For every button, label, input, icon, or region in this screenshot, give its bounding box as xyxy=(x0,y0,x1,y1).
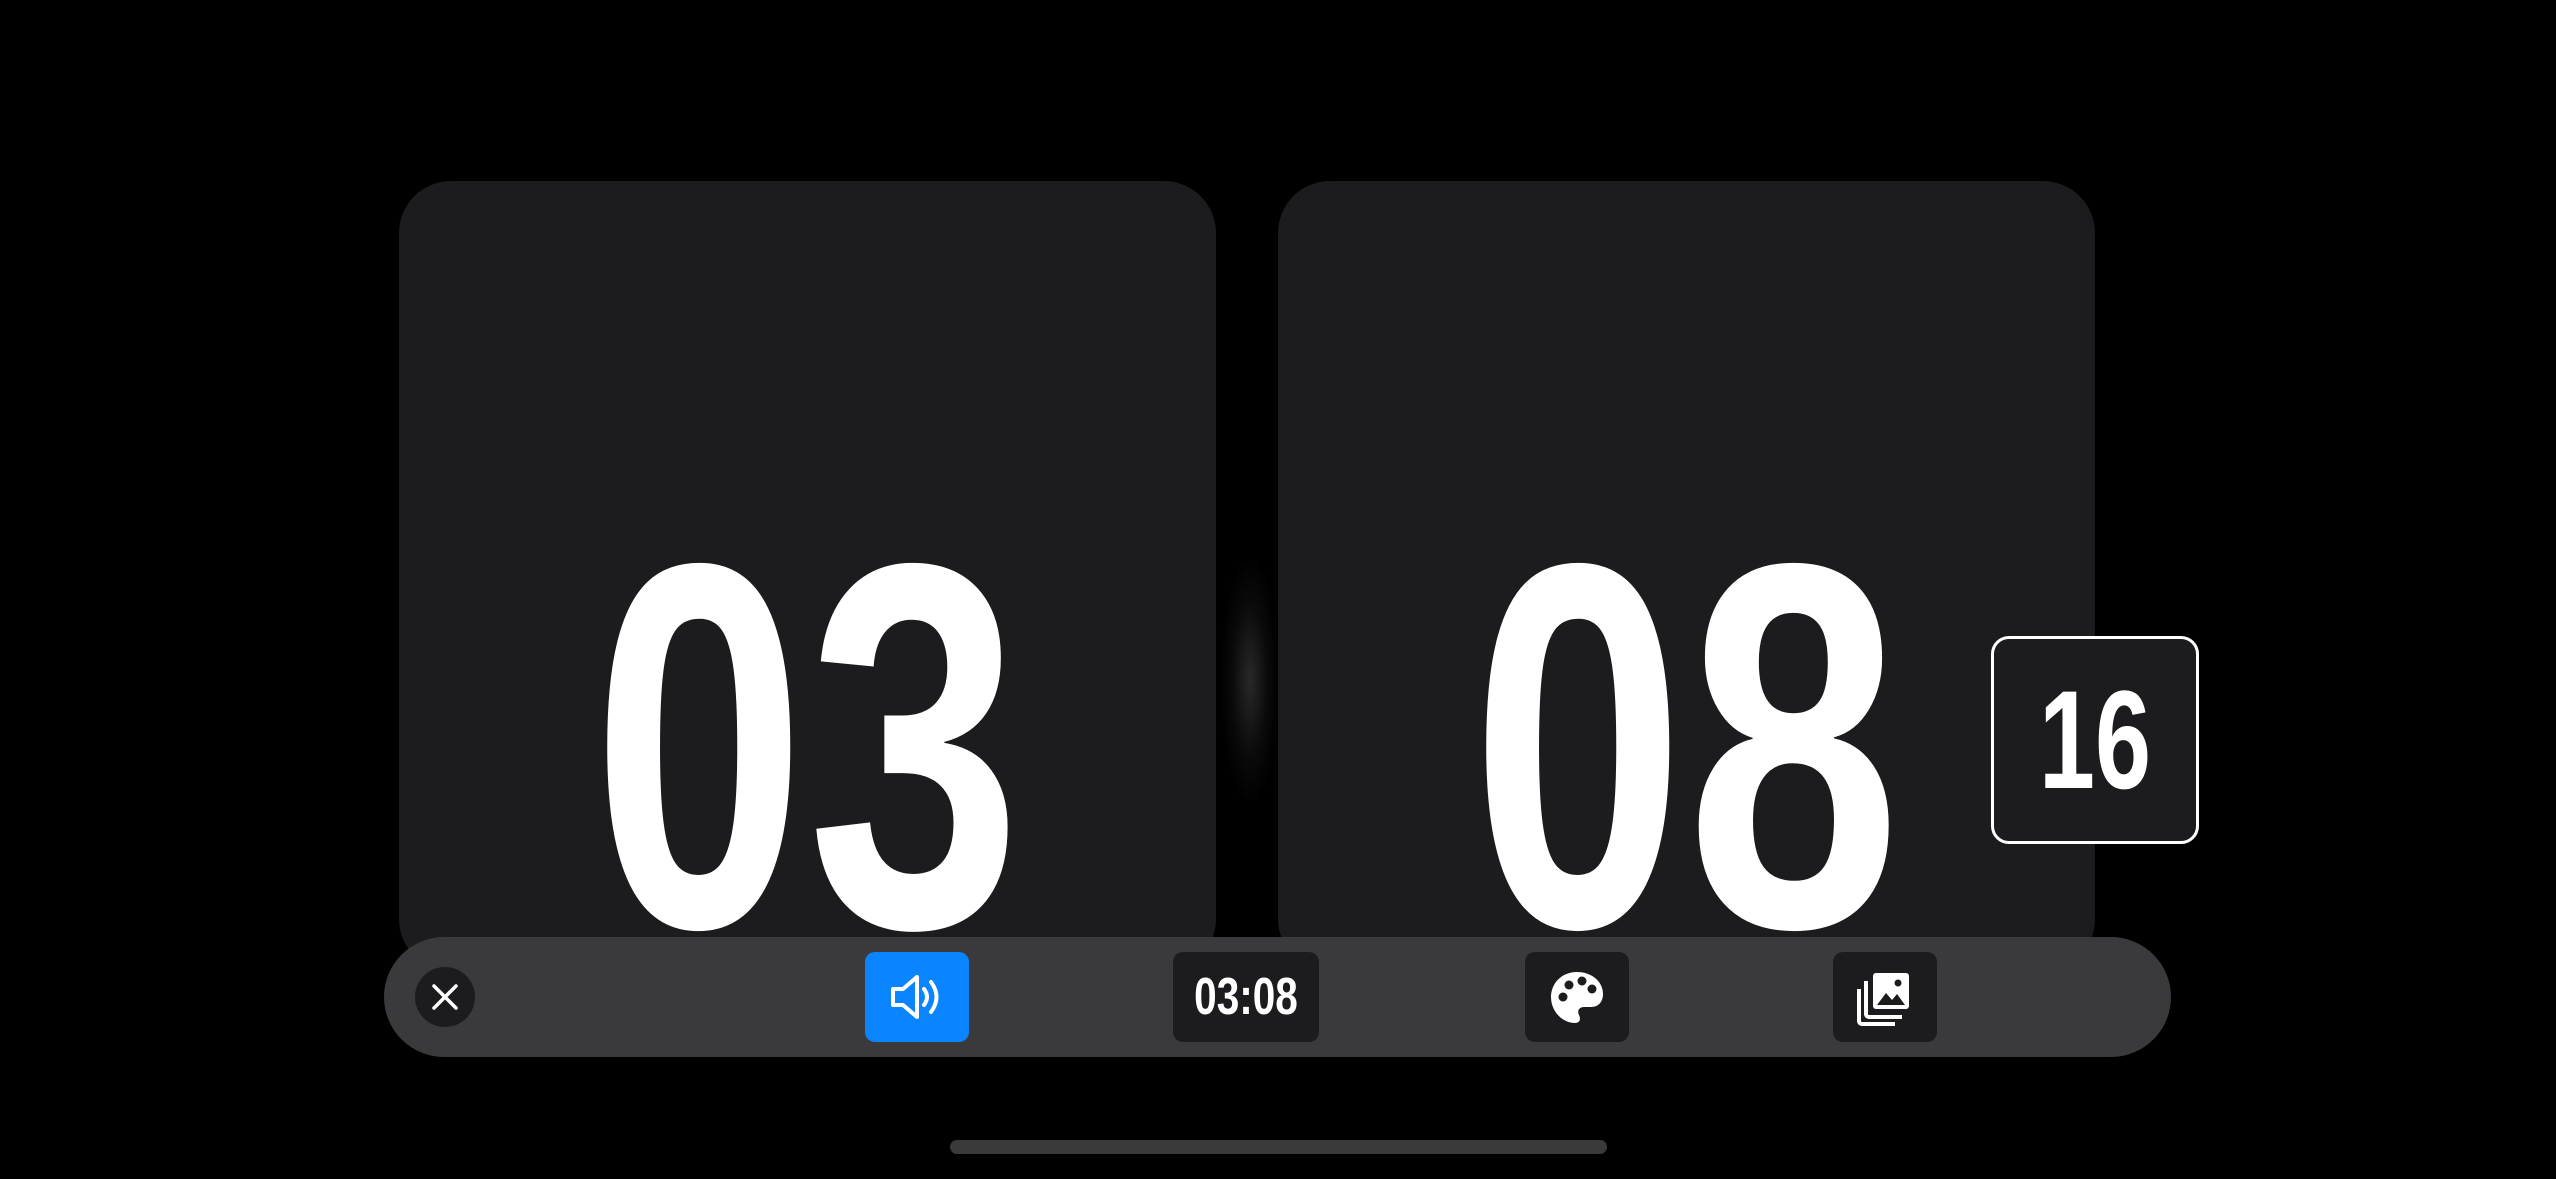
photo-library-icon xyxy=(1857,973,1909,1026)
background-button[interactable] xyxy=(1833,952,1937,1042)
palette-icon xyxy=(1551,972,1603,1023)
close-button[interactable] xyxy=(415,967,475,1027)
hours-digits: 03 xyxy=(592,456,1023,1037)
control-toolbar: 03:08 xyxy=(384,937,2171,1057)
home-indicator[interactable] xyxy=(950,1140,1607,1154)
theme-button[interactable] xyxy=(1525,952,1629,1042)
time-format-label: 03:08 xyxy=(1194,968,1298,1026)
time-format-button[interactable]: 03:08 xyxy=(1173,952,1319,1042)
minutes-digits: 08 xyxy=(1471,456,1902,1037)
close-icon xyxy=(432,984,458,1010)
seconds-digits: 16 xyxy=(2038,661,2152,818)
sound-toggle-button[interactable] xyxy=(865,952,969,1042)
hours-card: 03 xyxy=(399,181,1216,1032)
speaker-wave-icon xyxy=(891,975,939,1019)
seconds-badge: 16 xyxy=(1991,636,2199,844)
colon-separator xyxy=(1222,560,1278,800)
minutes-card: 08 xyxy=(1278,181,2095,1032)
